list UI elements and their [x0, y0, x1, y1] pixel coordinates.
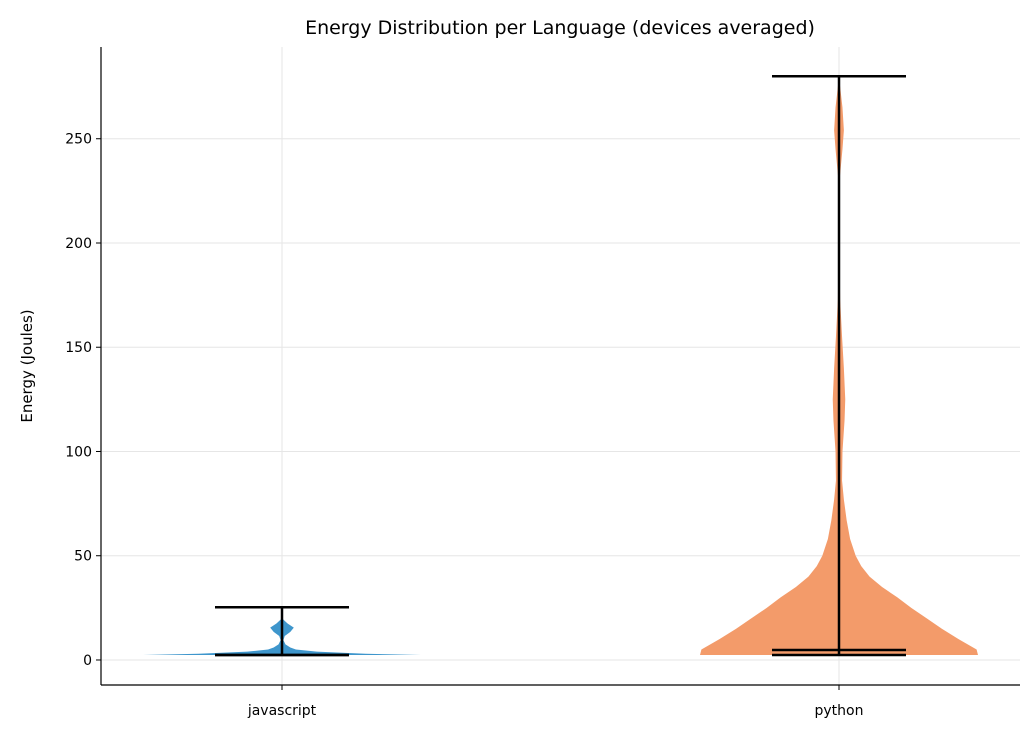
y-tick-label: 150 — [65, 340, 92, 356]
chart-title: Energy Distribution per Language (device… — [305, 17, 815, 39]
x-tick-label: python — [815, 703, 864, 719]
y-tick-label: 0 — [83, 653, 92, 669]
y-tick-label: 100 — [65, 444, 92, 460]
y-tick-label: 50 — [74, 549, 92, 565]
y-axis-label: Energy (Joules) — [18, 309, 36, 422]
y-tick-label: 250 — [65, 132, 92, 148]
x-tick-label: javascript — [247, 703, 317, 719]
y-tick-label: 200 — [65, 236, 92, 252]
